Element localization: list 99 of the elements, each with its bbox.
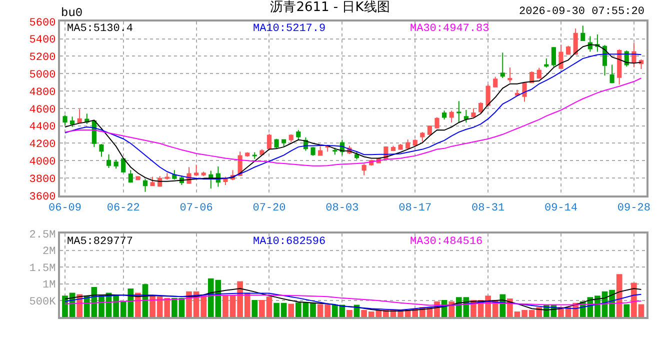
candlestick xyxy=(420,132,425,142)
text: MA5:5130.4 xyxy=(67,23,134,35)
y-tick-label: 5600 xyxy=(29,17,56,30)
y-tick-label: 5400 xyxy=(29,34,56,47)
candlestick xyxy=(128,170,133,184)
y-tick-label: 1.5M xyxy=(29,262,56,275)
y-tick-label: 1M xyxy=(42,280,56,292)
candlestick xyxy=(106,154,112,168)
candlestick xyxy=(427,125,432,136)
y-tick-label: 500K xyxy=(29,296,56,308)
y-tick-label: 5000 xyxy=(29,69,56,82)
text: bu0 xyxy=(61,6,83,20)
bar xyxy=(624,304,630,318)
candlestick xyxy=(136,176,140,181)
candlestick xyxy=(310,146,316,156)
candlestick xyxy=(500,52,505,78)
x-tick-label: 09-28 xyxy=(617,202,650,215)
bar xyxy=(252,300,258,318)
candlestick xyxy=(332,147,338,156)
text: MA10:5217.9 xyxy=(253,23,326,35)
candlestick xyxy=(610,64,614,84)
candlestick xyxy=(142,178,148,192)
x-tick-label: 07-20 xyxy=(252,202,286,215)
candlestick xyxy=(150,176,155,187)
candlestick xyxy=(536,67,542,79)
y-tick-label: 5200 xyxy=(29,52,56,64)
candlestick xyxy=(434,116,440,129)
candlestick xyxy=(478,102,484,114)
candlestick xyxy=(406,138,410,150)
candlestick xyxy=(508,67,512,84)
candlestick xyxy=(288,134,294,143)
y-tick-label: 4600 xyxy=(29,104,56,116)
candlestick xyxy=(558,44,564,70)
candlestick xyxy=(282,138,286,147)
candlestick xyxy=(70,116,75,128)
bar xyxy=(288,304,294,318)
candlestick xyxy=(318,146,323,156)
text: 2026-09-30 07:55:20 xyxy=(519,6,644,18)
candlestick xyxy=(573,28,578,56)
x-tick-label: 06-22 xyxy=(106,202,140,215)
candlestick xyxy=(77,108,82,124)
candlestick xyxy=(471,108,476,118)
candlestick xyxy=(522,82,527,102)
candlestick xyxy=(493,76,498,88)
candlestick xyxy=(296,129,301,141)
candlestick xyxy=(362,164,366,176)
y-tick-label: 4200 xyxy=(29,139,56,152)
candlestick xyxy=(252,152,257,160)
bar xyxy=(346,310,352,318)
candlestick xyxy=(172,170,177,180)
candlestick xyxy=(456,100,462,123)
candlestick xyxy=(638,58,644,70)
x-tick-label: 08-03 xyxy=(326,202,359,215)
candlestick xyxy=(464,110,468,123)
candlestick xyxy=(245,152,250,158)
y-tick-label: 2M xyxy=(42,246,56,258)
candlestick xyxy=(632,42,636,68)
candlestick xyxy=(449,110,454,123)
y-tick-label: 4400 xyxy=(29,122,56,134)
line-series xyxy=(64,292,642,311)
y-tick-label: 3800 xyxy=(29,174,56,186)
candlestick xyxy=(580,25,586,42)
candlestick xyxy=(486,84,490,107)
y-tick-label: 2.5M xyxy=(29,230,56,242)
candlestick xyxy=(164,172,170,180)
chart-title: 沥青2611 - 日K线图 xyxy=(270,0,390,15)
candlestick xyxy=(121,158,126,174)
bar xyxy=(616,274,622,318)
x-tick-label: 07-06 xyxy=(180,202,213,215)
candlestick xyxy=(62,114,68,126)
line-series xyxy=(64,288,642,312)
text: MA30:484516 xyxy=(410,236,483,248)
candlestick xyxy=(274,138,279,149)
candlestick xyxy=(99,143,104,158)
text: MA5:829777 xyxy=(67,236,134,248)
candlestick xyxy=(266,133,272,150)
x-tick-label: 08-17 xyxy=(398,202,432,215)
candlestick xyxy=(194,164,199,177)
candlestick xyxy=(442,110,447,120)
y-tick-label: 3600 xyxy=(29,191,56,204)
candlestick xyxy=(201,171,206,177)
candlestick xyxy=(566,45,571,56)
y-tick-label: 4000 xyxy=(29,156,56,168)
text: MA10:682596 xyxy=(253,236,326,248)
text: MA30:4947.83 xyxy=(410,23,490,35)
x-tick-label: 06-09 xyxy=(48,202,82,215)
candlestick xyxy=(223,176,228,186)
candlestick xyxy=(544,58,549,68)
candlestick xyxy=(551,46,556,68)
x-tick-label: 08-31 xyxy=(472,202,505,215)
y-tick-label: 4800 xyxy=(29,86,56,99)
candlestick xyxy=(390,145,396,152)
candlestick xyxy=(617,48,622,85)
line-series xyxy=(64,78,642,166)
x-tick-label: 09-14 xyxy=(544,202,578,215)
candlestick xyxy=(114,159,118,170)
candlestick xyxy=(398,143,403,150)
line-series xyxy=(64,294,642,306)
candlestick xyxy=(208,170,214,190)
